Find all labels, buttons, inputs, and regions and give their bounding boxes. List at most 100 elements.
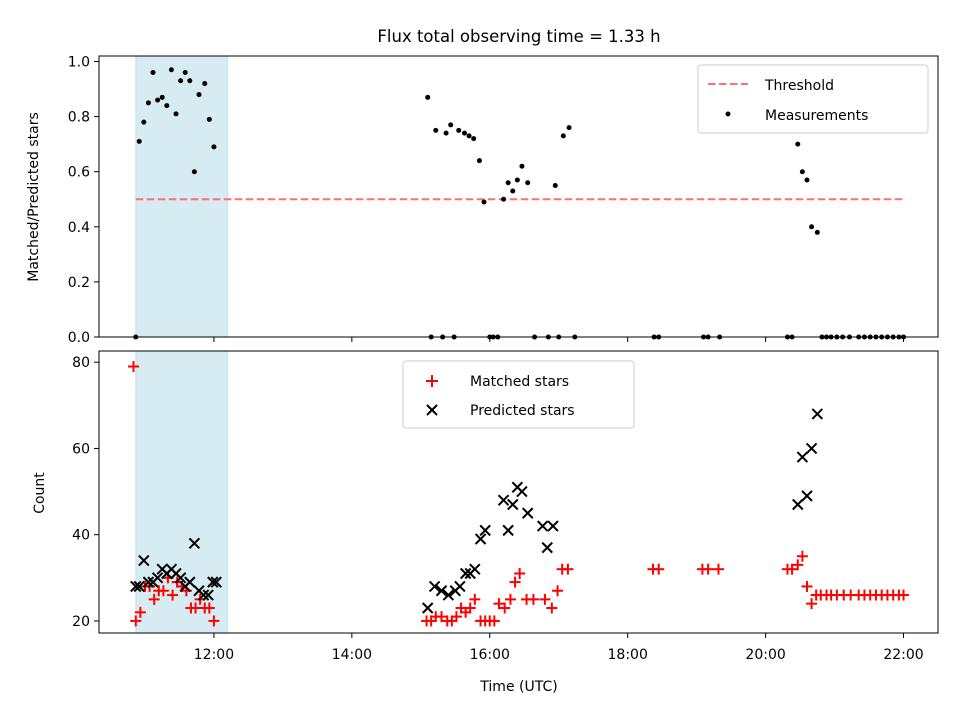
predicted-star-point [792, 498, 804, 511]
measurement-point [211, 144, 217, 150]
predicted-star-point [805, 442, 818, 455]
predicted-star-point [202, 589, 214, 601]
matched-star-point [509, 576, 521, 588]
top-plot-frame [98, 55, 939, 338]
bottom-x-tick-label: 12:00 [194, 647, 234, 663]
measurement-point [804, 177, 810, 183]
predicted-star-point [133, 580, 145, 593]
legend-predicted-swatch [426, 404, 438, 416]
predicted-star-point [796, 451, 809, 463]
predicted-star-point [184, 576, 196, 588]
legend-threshold-label: Threshold [764, 78, 834, 94]
predicted-star-point [479, 524, 491, 537]
measurement-point [150, 70, 156, 76]
bottom-y-tick-label: 80 [72, 355, 90, 371]
measurement-point [206, 116, 212, 122]
top-shaded-span [135, 55, 229, 338]
predicted-star-point [536, 520, 549, 532]
predicted-star-point [151, 572, 164, 584]
matched-star-point [796, 550, 808, 562]
measurement-point [466, 133, 472, 139]
predicted-star-point [547, 520, 559, 532]
matched-star-point [712, 563, 724, 575]
matched-star-point [806, 598, 818, 610]
measurement-point [191, 169, 197, 175]
measurement-point [471, 136, 477, 142]
predicted-star-point [516, 485, 528, 498]
matched-star-point [898, 589, 910, 601]
bottom-y-tick-label: 20 [72, 614, 90, 630]
top-panel: 0.0 0.2 0.4 0.6 0.8 1.0 Matched/Predicted sta… [26, 55, 939, 346]
measurement-point [202, 81, 208, 87]
predicted-star-point [469, 563, 481, 575]
matched-star-point [504, 593, 516, 605]
measurement-point [456, 127, 462, 133]
predicted-star-point [197, 589, 210, 601]
matched-star-point [562, 563, 574, 575]
matched-star-point [792, 559, 804, 571]
measurement-point [795, 141, 801, 147]
top-y-tick-label: 0.8 [68, 110, 90, 126]
matched-star-point [203, 602, 215, 614]
matched-star-point [552, 585, 564, 597]
predicted-star-point [502, 524, 514, 537]
measurement-point [510, 188, 516, 194]
predicted-star-point [811, 408, 824, 420]
bottom-y-axis-label: Count [32, 472, 48, 514]
matched-star-point [488, 615, 500, 627]
measurement-point [552, 182, 558, 188]
bottom-x-tick-label: 14:00 [332, 647, 372, 663]
measurement-point [168, 67, 174, 73]
matched-star-point [134, 606, 146, 618]
measurement-point [173, 111, 179, 117]
predicted-star-point [497, 494, 510, 506]
predicted-star-point [142, 576, 155, 588]
predicted-star-point [507, 498, 519, 511]
predicted-star-point [210, 576, 222, 588]
predicted-star-point [435, 585, 448, 597]
top-y-axis-label: Matched/Predicted stars [26, 112, 42, 282]
matched-star-point [167, 589, 179, 601]
measurement-point [155, 97, 161, 103]
measurement-point [164, 103, 170, 109]
predicted-star-point [474, 533, 487, 545]
matched-star-point [148, 593, 160, 605]
legend-measurements-swatch [725, 111, 731, 117]
bottom-y-axis: 20 40 60 80 [72, 355, 99, 630]
predicted-star-point [130, 580, 142, 593]
bottom-plot-frame [98, 350, 939, 634]
bottom-x-tick-label: 16:00 [470, 647, 510, 663]
measurement-point [501, 196, 507, 202]
legend-matched-swatch [426, 375, 438, 387]
measurement-point [196, 92, 202, 98]
predicted-star-point [428, 580, 441, 593]
measurement-point [505, 180, 511, 186]
measurement-point [476, 158, 482, 164]
measurement-point [182, 70, 188, 76]
predicted-star-point [801, 490, 813, 502]
matched-star-point [190, 602, 202, 614]
predicted-star-point [421, 602, 434, 614]
measurement-point [519, 163, 525, 169]
measurement-point [799, 169, 805, 175]
top-y-tick-label: 0.6 [68, 165, 90, 181]
top-y-axis: 0.0 0.2 0.4 0.6 0.8 1.0 [68, 55, 99, 346]
matched-star-point [493, 598, 505, 610]
x-axis-label: Time (UTC) [479, 679, 557, 695]
measurement-point [425, 94, 431, 100]
matched-star-point [539, 593, 551, 605]
matched-star-point [435, 611, 447, 623]
measurement-point [514, 177, 520, 183]
predicted-star-point [459, 567, 472, 580]
bottom-y-tick-label: 60 [72, 441, 90, 457]
measurement-point [814, 229, 820, 235]
bottom-x-tick-label: 22:00 [883, 647, 923, 663]
figure-title: Flux total observing time = 1.33 h [377, 27, 660, 46]
bottom-x-tick-label: 20:00 [745, 647, 785, 663]
measurement-point [145, 100, 151, 106]
predicted-star-point [207, 576, 219, 588]
matched-star-point [702, 563, 714, 575]
matched-star-point [499, 602, 511, 614]
